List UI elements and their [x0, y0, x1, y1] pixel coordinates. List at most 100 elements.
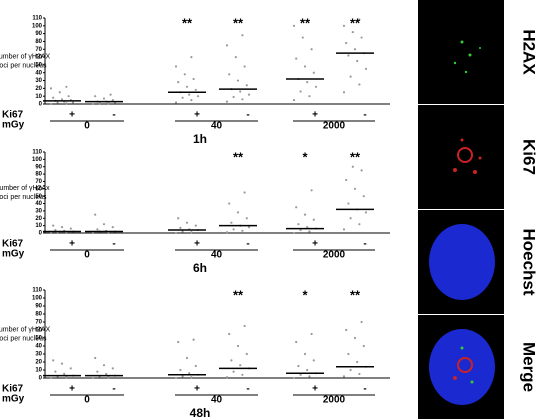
y-tick-label: 40 — [35, 70, 42, 76]
data-point — [292, 376, 296, 380]
significance: ** — [233, 149, 244, 164]
ki67-label: - — [363, 110, 366, 121]
data-point — [345, 178, 348, 182]
significance: ** — [233, 287, 244, 302]
data-point — [347, 54, 350, 57]
micro-images — [418, 0, 504, 419]
y-tick-label: 0 — [39, 231, 43, 237]
y-tick-label: 30 — [35, 78, 42, 84]
data-point — [56, 101, 59, 104]
data-point — [188, 372, 191, 375]
data-point — [347, 202, 350, 205]
y-tick-label: 40 — [35, 201, 42, 207]
data-point — [49, 102, 53, 106]
y-tick-label: 10 — [35, 94, 42, 100]
y-tick-label: 30 — [35, 352, 42, 358]
significance: ** — [300, 15, 311, 30]
data-point — [241, 98, 244, 101]
data-point — [232, 228, 235, 231]
data-point — [245, 217, 248, 220]
data-point — [177, 81, 180, 84]
row-label: mGy — [2, 249, 25, 260]
data-point — [183, 73, 186, 76]
dose-label: 40 — [211, 395, 223, 406]
ki67-label: - — [246, 110, 249, 121]
data-point — [190, 231, 193, 234]
y-tick-label: 10 — [35, 223, 42, 229]
data-point — [358, 223, 361, 226]
y-tick-label: 100 — [32, 157, 43, 163]
data-point — [310, 189, 313, 192]
panel-label: H2AX — [520, 29, 539, 75]
data-point — [192, 77, 195, 81]
data-point — [69, 227, 72, 230]
y-tick-label: 80 — [35, 39, 42, 45]
y-axis-label: foci per nucleus — [0, 194, 47, 201]
y-tick-label: 90 — [35, 304, 42, 310]
data-point — [102, 364, 106, 367]
ki67-label: + — [312, 239, 318, 250]
y-tick-label: 80 — [35, 312, 42, 318]
y-tick-label: 20 — [35, 216, 42, 222]
data-point — [297, 223, 300, 226]
ki67-label: + — [69, 239, 75, 250]
data-point — [96, 228, 99, 231]
dose-label: 2000 — [323, 395, 346, 406]
data-point — [243, 191, 246, 194]
significance: * — [302, 149, 308, 164]
y-tick-label: 70 — [35, 47, 42, 53]
significance: ** — [182, 15, 193, 30]
ki67-label: + — [69, 110, 75, 121]
data-point — [342, 228, 346, 231]
dose-label: 40 — [211, 250, 223, 261]
data-point — [225, 100, 229, 103]
data-point — [342, 91, 346, 94]
chart-title: 1h — [193, 132, 207, 146]
data-point — [241, 229, 244, 232]
data-point — [306, 368, 309, 372]
y-axis-label: Number of γH2AX — [0, 326, 51, 333]
data-point — [312, 71, 315, 74]
panel-label: Ki67 — [520, 139, 539, 175]
data-point — [49, 87, 53, 90]
data-point — [177, 340, 180, 344]
data-point — [349, 368, 352, 372]
data-point — [60, 98, 64, 101]
y-tick-label: 70 — [35, 320, 42, 326]
y-tick-label: 80 — [35, 172, 42, 178]
y-tick-label: 40 — [35, 344, 42, 350]
y-tick-label: 60 — [35, 55, 42, 61]
y-tick-label: 0 — [39, 102, 43, 108]
data-point — [225, 44, 229, 47]
ki67-label: + — [312, 110, 318, 121]
data-point — [196, 95, 200, 98]
data-point — [239, 90, 242, 93]
ki67-label: + — [312, 384, 318, 395]
data-point — [342, 24, 346, 27]
data-point — [239, 364, 242, 367]
ki67-label: - — [363, 239, 366, 250]
data-point — [190, 376, 193, 379]
data-point — [111, 367, 114, 370]
ki67-label: + — [194, 110, 200, 121]
data-point — [52, 359, 55, 362]
panel-label: Merge — [520, 342, 539, 392]
data-point — [63, 372, 66, 376]
y-axis-label: Number of γH2AX — [0, 53, 51, 60]
data-point — [345, 328, 348, 332]
data-point — [232, 370, 235, 373]
data-point — [297, 364, 300, 368]
data-point — [364, 67, 368, 70]
data-point — [364, 211, 368, 214]
y-axis-label: foci per nucleus — [0, 335, 47, 342]
data-point — [241, 373, 244, 376]
data-point — [362, 195, 365, 198]
data-point — [308, 95, 311, 98]
data-point — [299, 373, 302, 376]
data-point — [303, 352, 307, 356]
ki67-label: - — [112, 110, 115, 121]
data-point — [174, 65, 178, 68]
y-tick-label: 10 — [35, 368, 42, 374]
data-point — [360, 320, 363, 324]
data-point — [236, 79, 240, 82]
